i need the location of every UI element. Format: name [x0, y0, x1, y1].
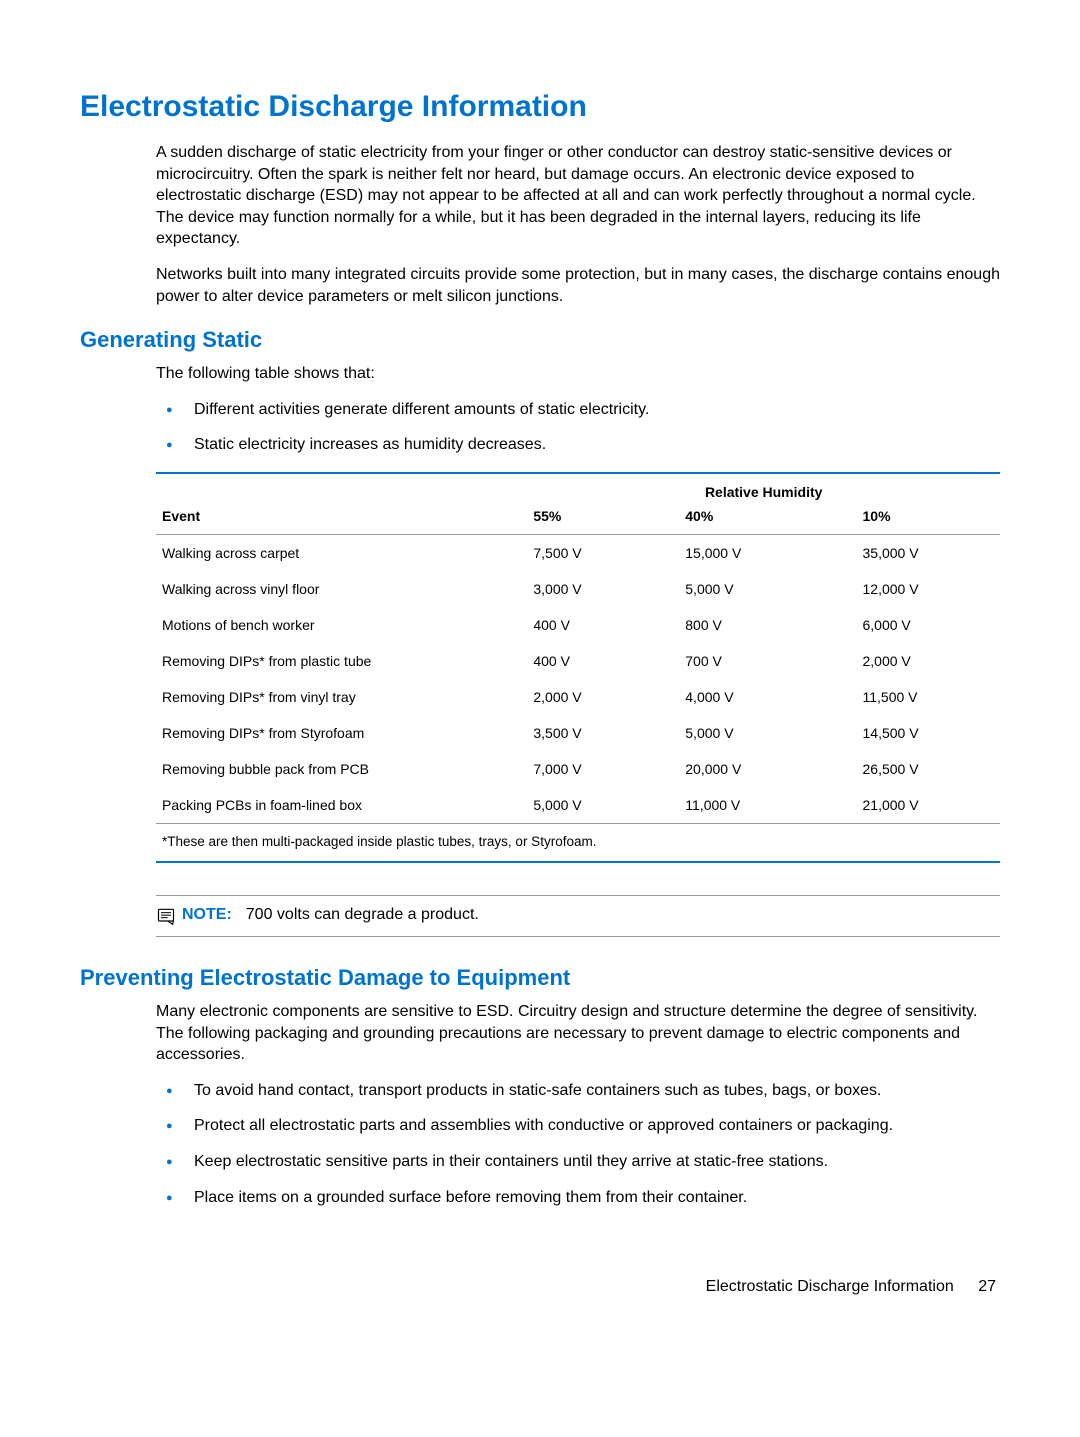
list-item: Protect all electrostatic parts and asse…	[156, 1115, 1000, 1137]
table-column-row: Event 55% 40% 10%	[156, 504, 1000, 535]
list-item: Different activities generate different …	[156, 399, 1000, 421]
table-group-header: Relative Humidity	[527, 473, 1000, 504]
cell: 6,000 V	[857, 607, 1001, 643]
page: Electrostatic Discharge Information A su…	[0, 0, 1080, 1346]
col-55: 55%	[527, 504, 679, 535]
static-table: Relative Humidity Event 55% 40% 10% Walk…	[156, 472, 1000, 863]
table-row: Walking across carpet 7,500 V 15,000 V 3…	[156, 534, 1000, 571]
section-heading-preventing: Preventing Electrostatic Damage to Equip…	[80, 965, 1000, 991]
cell: 700 V	[679, 643, 856, 679]
generating-bullets: Different activities generate different …	[156, 399, 1000, 456]
table-row: Removing DIPs* from plastic tube 400 V 7…	[156, 643, 1000, 679]
note-block: NOTE: 700 volts can degrade a product.	[156, 895, 1000, 937]
preventing-bullets: To avoid hand contact, transport product…	[156, 1080, 1000, 1208]
note-text: 700 volts can degrade a product.	[246, 906, 479, 924]
footer-text: Electrostatic Discharge Information	[706, 1278, 954, 1295]
col-40: 40%	[679, 504, 856, 535]
cell: Removing DIPs* from Styrofoam	[156, 715, 527, 751]
table-row: Removing bubble pack from PCB 7,000 V 20…	[156, 751, 1000, 787]
cell: 5,000 V	[527, 787, 679, 824]
cell: 35,000 V	[857, 534, 1001, 571]
list-item: Place items on a grounded surface before…	[156, 1187, 1000, 1209]
cell: 4,000 V	[679, 679, 856, 715]
cell: 11,000 V	[679, 787, 856, 824]
cell: 2,000 V	[527, 679, 679, 715]
preventing-block: Many electronic components are sensitive…	[156, 1001, 1000, 1208]
cell: 3,000 V	[527, 571, 679, 607]
table-row: Walking across vinyl floor 3,000 V 5,000…	[156, 571, 1000, 607]
intro-paragraph-2: Networks built into many integrated circ…	[156, 264, 1000, 307]
cell: 11,500 V	[857, 679, 1001, 715]
cell: 7,500 V	[527, 534, 679, 571]
table-footnote: *These are then multi-packaged inside pl…	[156, 823, 1000, 862]
table-row: Motions of bench worker 400 V 800 V 6,00…	[156, 607, 1000, 643]
cell: 800 V	[679, 607, 856, 643]
table-row: Removing DIPs* from vinyl tray 2,000 V 4…	[156, 679, 1000, 715]
cell: 21,000 V	[857, 787, 1001, 824]
static-table-wrap: Relative Humidity Event 55% 40% 10% Walk…	[156, 472, 1000, 863]
cell: 2,000 V	[857, 643, 1001, 679]
generating-block: The following table shows that: Differen…	[156, 363, 1000, 456]
list-item: To avoid hand contact, transport product…	[156, 1080, 1000, 1102]
cell: 20,000 V	[679, 751, 856, 787]
cell: Packing PCBs in foam-lined box	[156, 787, 527, 824]
table-row: Removing DIPs* from Styrofoam 3,500 V 5,…	[156, 715, 1000, 751]
cell: 26,500 V	[857, 751, 1001, 787]
col-event: Event	[156, 504, 527, 535]
table-row: Packing PCBs in foam-lined box 5,000 V 1…	[156, 787, 1000, 824]
col-10: 10%	[857, 504, 1001, 535]
cell: Motions of bench worker	[156, 607, 527, 643]
cell: 5,000 V	[679, 715, 856, 751]
note-label: NOTE:	[182, 906, 232, 924]
cell: 5,000 V	[679, 571, 856, 607]
list-item: Keep electrostatic sensitive parts in th…	[156, 1151, 1000, 1173]
list-item: Static electricity increases as humidity…	[156, 434, 1000, 456]
cell: 14,500 V	[857, 715, 1001, 751]
preventing-lead: Many electronic components are sensitive…	[156, 1001, 1000, 1066]
cell: Removing DIPs* from plastic tube	[156, 643, 527, 679]
cell: 12,000 V	[857, 571, 1001, 607]
cell: 7,000 V	[527, 751, 679, 787]
cell: 15,000 V	[679, 534, 856, 571]
page-footer: Electrostatic Discharge Information 27	[80, 1278, 1000, 1296]
note-icon	[156, 906, 176, 926]
table-group-header-row: Relative Humidity	[156, 473, 1000, 504]
cell: 400 V	[527, 607, 679, 643]
table-footnote-row: *These are then multi-packaged inside pl…	[156, 823, 1000, 862]
footer-page-number: 27	[978, 1278, 996, 1295]
cell: Walking across carpet	[156, 534, 527, 571]
section-heading-generating: Generating Static	[80, 327, 1000, 353]
cell: 400 V	[527, 643, 679, 679]
generating-lead: The following table shows that:	[156, 363, 1000, 385]
cell: Walking across vinyl floor	[156, 571, 527, 607]
cell: 3,500 V	[527, 715, 679, 751]
intro-paragraph-1: A sudden discharge of static electricity…	[156, 142, 1000, 250]
cell: Removing bubble pack from PCB	[156, 751, 527, 787]
page-title: Electrostatic Discharge Information	[80, 90, 1000, 124]
cell: Removing DIPs* from vinyl tray	[156, 679, 527, 715]
intro-block: A sudden discharge of static electricity…	[156, 142, 1000, 307]
